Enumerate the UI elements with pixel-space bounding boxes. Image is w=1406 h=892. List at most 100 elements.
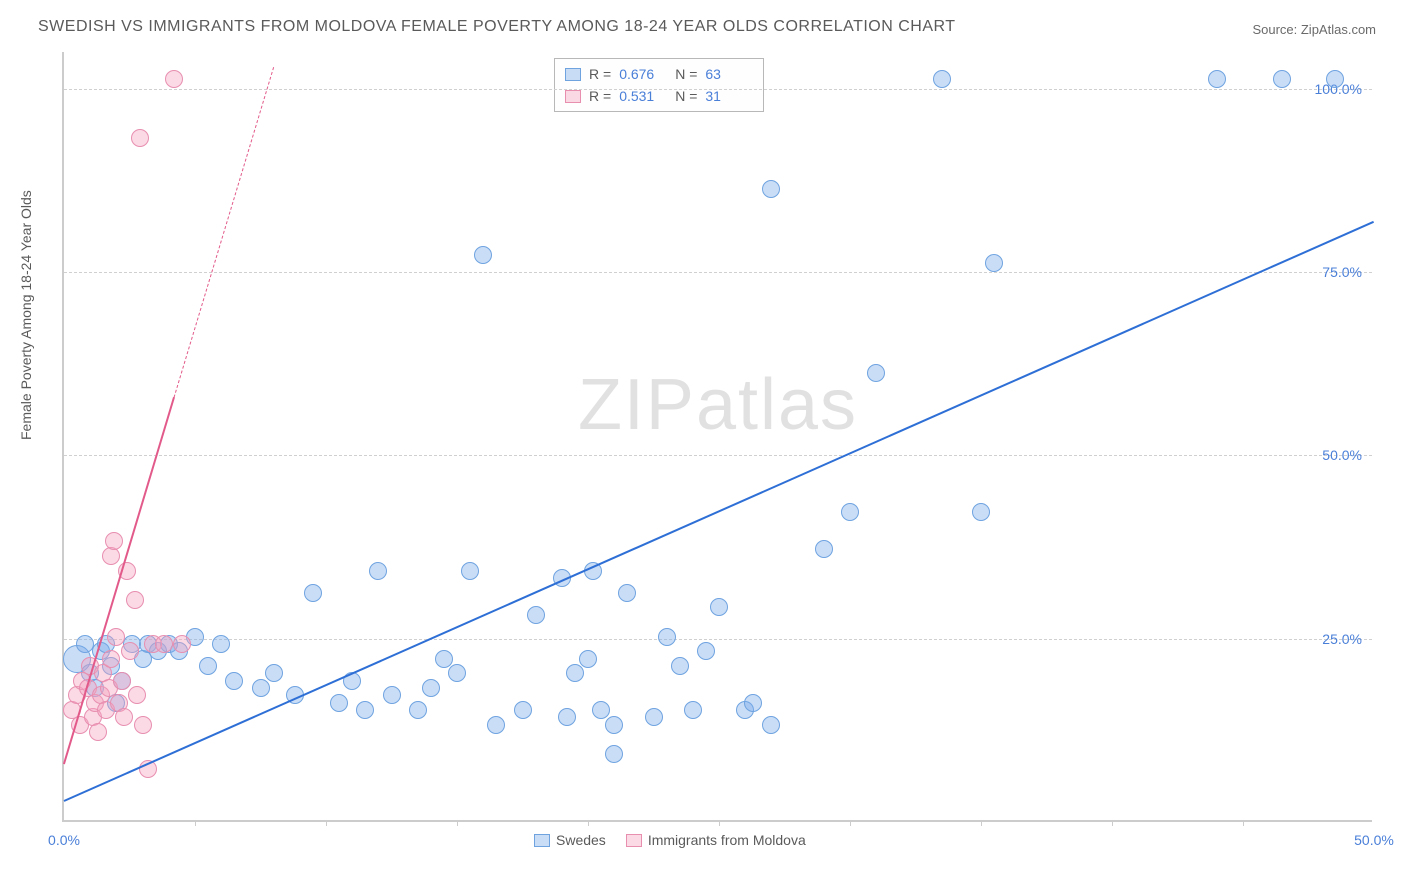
legend-label-swedes: Swedes — [556, 832, 606, 848]
watermark: ZIPatlas — [578, 364, 858, 446]
x-minor-tick — [850, 820, 851, 826]
point-swedes — [409, 701, 427, 719]
watermark-part-b: atlas — [696, 365, 858, 445]
gridline-h — [64, 89, 1372, 90]
point-swedes — [762, 180, 780, 198]
x-minor-tick — [1243, 820, 1244, 826]
point-swedes — [684, 701, 702, 719]
point-swedes — [762, 716, 780, 734]
point-moldova — [128, 686, 146, 704]
point-swedes — [265, 664, 283, 682]
swatch-swedes — [565, 68, 581, 81]
point-swedes — [369, 562, 387, 580]
r-label: R = — [589, 66, 611, 82]
legend-item-swedes: Swedes — [534, 832, 606, 848]
y-axis-label: Female Poverty Among 18-24 Year Olds — [18, 190, 34, 440]
gridline-h — [64, 639, 1372, 640]
point-swedes — [658, 628, 676, 646]
point-swedes — [697, 642, 715, 660]
point-swedes — [933, 70, 951, 88]
x-tick-label: 50.0% — [1354, 832, 1394, 848]
point-moldova — [131, 129, 149, 147]
point-swedes — [199, 657, 217, 675]
swatch-moldova — [626, 834, 642, 847]
point-swedes — [744, 694, 762, 712]
n-label: N = — [675, 88, 697, 104]
point-swedes — [487, 716, 505, 734]
series-legend: Swedes Immigrants from Moldova — [534, 832, 806, 848]
swatch-swedes — [534, 834, 550, 847]
x-minor-tick — [981, 820, 982, 826]
point-swedes — [867, 364, 885, 382]
x-minor-tick — [195, 820, 196, 826]
point-moldova — [107, 628, 125, 646]
point-swedes — [710, 598, 728, 616]
point-swedes — [618, 584, 636, 602]
point-moldova — [113, 672, 131, 690]
point-swedes — [592, 701, 610, 719]
gridline-h — [64, 272, 1372, 273]
point-moldova — [102, 650, 120, 668]
point-swedes — [985, 254, 1003, 272]
point-swedes — [1326, 70, 1344, 88]
point-swedes — [558, 708, 576, 726]
point-moldova — [89, 723, 107, 741]
point-swedes — [448, 664, 466, 682]
r-label: R = — [589, 88, 611, 104]
point-moldova — [134, 716, 152, 734]
r-value-swedes: 0.676 — [619, 66, 667, 82]
n-value-moldova: 31 — [705, 88, 753, 104]
point-swedes — [461, 562, 479, 580]
trend-line — [174, 67, 275, 397]
point-moldova — [126, 591, 144, 609]
x-minor-tick — [326, 820, 327, 826]
point-swedes — [1273, 70, 1291, 88]
point-swedes — [514, 701, 532, 719]
legend-row-swedes: R = 0.676 N = 63 — [565, 63, 753, 85]
gridline-h — [64, 455, 1372, 456]
point-swedes — [252, 679, 270, 697]
point-swedes — [605, 716, 623, 734]
y-tick-label: 75.0% — [1322, 264, 1362, 280]
y-tick-label: 50.0% — [1322, 447, 1362, 463]
chart-title: SWEDISH VS IMMIGRANTS FROM MOLDOVA FEMAL… — [38, 18, 956, 36]
point-swedes — [383, 686, 401, 704]
n-value-swedes: 63 — [705, 66, 753, 82]
point-swedes — [527, 606, 545, 624]
point-swedes — [330, 694, 348, 712]
trend-line — [64, 221, 1375, 802]
point-swedes — [356, 701, 374, 719]
point-swedes — [645, 708, 663, 726]
x-minor-tick — [457, 820, 458, 826]
point-swedes — [605, 745, 623, 763]
point-swedes — [435, 650, 453, 668]
point-swedes — [815, 540, 833, 558]
legend-item-moldova: Immigrants from Moldova — [626, 832, 806, 848]
n-label: N = — [675, 66, 697, 82]
point-swedes — [671, 657, 689, 675]
correlation-legend: R = 0.676 N = 63 R = 0.531 N = 31 — [554, 58, 764, 112]
point-swedes — [841, 503, 859, 521]
point-moldova — [173, 635, 191, 653]
point-swedes — [579, 650, 597, 668]
point-moldova — [121, 642, 139, 660]
swatch-moldova — [565, 90, 581, 103]
point-swedes — [212, 635, 230, 653]
x-minor-tick — [1112, 820, 1113, 826]
x-tick-label: 0.0% — [48, 832, 80, 848]
y-tick-label: 25.0% — [1322, 631, 1362, 647]
watermark-part-a: ZIP — [578, 365, 696, 445]
point-swedes — [474, 246, 492, 264]
point-swedes — [972, 503, 990, 521]
x-minor-tick — [588, 820, 589, 826]
point-swedes — [225, 672, 243, 690]
point-swedes — [422, 679, 440, 697]
point-moldova — [165, 70, 183, 88]
point-swedes — [1208, 70, 1226, 88]
x-minor-tick — [719, 820, 720, 826]
scatter-plot-area: ZIPatlas R = 0.676 N = 63 R = 0.531 N = … — [62, 52, 1372, 822]
point-moldova — [105, 532, 123, 550]
point-swedes — [566, 664, 584, 682]
point-moldova — [155, 635, 173, 653]
legend-label-moldova: Immigrants from Moldova — [648, 832, 806, 848]
